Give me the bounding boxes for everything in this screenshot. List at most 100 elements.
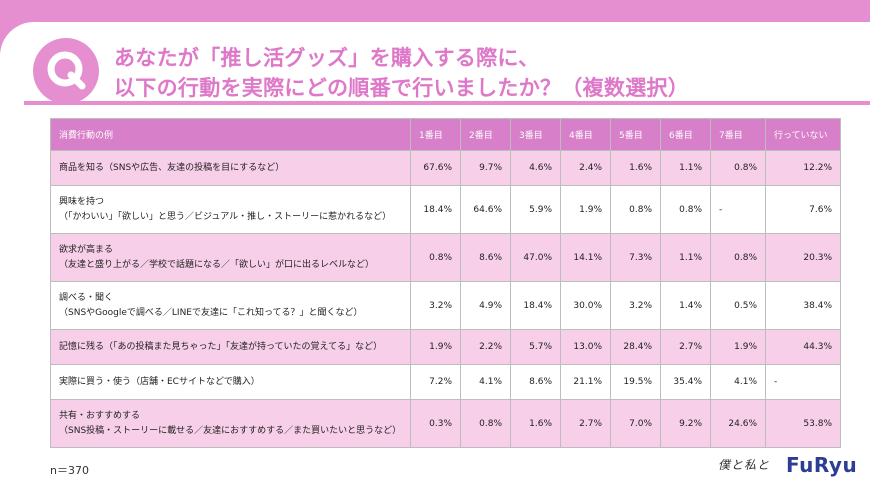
- column-header: 6番目: [660, 118, 711, 151]
- value-cell: 19.5%: [610, 364, 661, 400]
- value-cell: 0.8%: [610, 185, 661, 234]
- behavior-label: 興味を持つ: [59, 196, 105, 207]
- value-cell: 8.6%: [510, 364, 561, 400]
- value-cell: 1.1%: [660, 150, 711, 186]
- value-cell: 2.2%: [460, 329, 511, 365]
- behavior-label: 共有・おすすめする: [59, 410, 141, 421]
- column-header: 5番目: [610, 118, 661, 151]
- value-cell: 1.6%: [610, 150, 661, 186]
- behavior-cell: 調べる・聞く （SNSやGoogleで調べる／LINEで友達に「これ知ってる？」と…: [50, 281, 411, 330]
- value-cell: 0.8%: [410, 233, 461, 282]
- value-cell: 2.7%: [660, 329, 711, 365]
- table-row: 欲求が高まる （友達と盛り上がる／学校で話題になる／「欲しい」が口に出るレベルなど…: [50, 233, 841, 282]
- value-cell: 14.1%: [560, 233, 611, 282]
- table-row: 実際に買う・使う（店舗・ECサイトなどで購入） 7.2% 4.1% 8.6% 21.1%…: [50, 364, 841, 400]
- value-cell: 7.0%: [610, 399, 661, 448]
- value-cell: 0.3%: [410, 399, 461, 448]
- column-header: 消費行動の例: [50, 118, 411, 151]
- behavior-example: （「かわいい」「欲しい」と思う／ビジュアル・推し・ストーリーに惹かれるなど）: [59, 211, 392, 222]
- table-row: 興味を持つ （「かわいい」「欲しい」と思う／ビジュアル・推し・ストーリーに惹かれる…: [50, 185, 841, 234]
- value-cell: 3.2%: [610, 281, 661, 330]
- value-cell: 7.6%: [765, 185, 841, 234]
- value-cell: 28.4%: [610, 329, 661, 365]
- question-line-2: 以下の行動を実際にどの順番で行いましたか？（複数選択）: [114, 76, 690, 100]
- value-cell: 9.2%: [660, 399, 711, 448]
- value-cell: 12.2%: [765, 150, 841, 186]
- table-row: 商品を知る（SNSや広告、友達の投稿を目にするなど） 67.6% 9.7% 4.6% 2…: [50, 150, 841, 186]
- q-icon: [33, 38, 99, 104]
- title-divider: [24, 101, 870, 105]
- behavior-example: （SNS投稿・ストーリーに載せる／友達におすすめする／また買いたいと思うなど）: [59, 425, 402, 436]
- value-cell: 0.8%: [710, 233, 766, 282]
- question-title: あなたが「推し活グッズ」を購入する際に、 以下の行動を実際にどの順番で行いました…: [114, 43, 834, 103]
- column-header: 1番目: [410, 118, 461, 151]
- value-cell: 5.9%: [510, 185, 561, 234]
- value-cell: 2.7%: [560, 399, 611, 448]
- behavior-label: 商品を知る（SNSや広告、友達の投稿を目にするなど）: [59, 162, 285, 173]
- header-row: 消費行動の例 1番目 2番目 3番目 4番目 5番目 6番目 7番目 行っていない: [50, 118, 841, 151]
- value-cell: 1.6%: [510, 399, 561, 448]
- behavior-example: （友達と盛り上がる／学校で話題になる／「欲しい」が口に出るレベルなど）: [59, 259, 375, 270]
- brand-script-logo: 僕と私と: [718, 458, 771, 472]
- value-cell: 7.2%: [410, 364, 461, 400]
- value-cell: -: [765, 364, 841, 400]
- value-cell: 38.4%: [765, 281, 841, 330]
- behavior-cell: 商品を知る（SNSや広告、友達の投稿を目にするなど）: [50, 150, 411, 186]
- value-cell: 1.9%: [410, 329, 461, 365]
- table-row: 調べる・聞く （SNSやGoogleで調べる／LINEで友達に「これ知ってる？」と…: [50, 281, 841, 330]
- sample-size: n＝370: [50, 464, 89, 477]
- value-cell: 44.3%: [765, 329, 841, 365]
- value-cell: 9.7%: [460, 150, 511, 186]
- column-header: 3番目: [510, 118, 561, 151]
- value-cell: 0.5%: [710, 281, 766, 330]
- value-cell: 2.4%: [560, 150, 611, 186]
- value-cell: 18.4%: [410, 185, 461, 234]
- value-cell: -: [710, 185, 766, 234]
- value-cell: 35.4%: [660, 364, 711, 400]
- value-cell: 5.7%: [510, 329, 561, 365]
- value-cell: 1.1%: [660, 233, 711, 282]
- behavior-cell: 興味を持つ （「かわいい」「欲しい」と思う／ビジュアル・推し・ストーリーに惹かれる…: [50, 185, 411, 234]
- behavior-cell: 欲求が高まる （友達と盛り上がる／学校で話題になる／「欲しい」が口に出るレベルなど…: [50, 233, 411, 282]
- behavior-label: 欲求が高まる: [59, 244, 114, 255]
- value-cell: 53.8%: [765, 399, 841, 448]
- column-header: 7番目: [710, 118, 766, 151]
- value-cell: 30.0%: [560, 281, 611, 330]
- value-cell: 47.0%: [510, 233, 561, 282]
- behavior-label: 実際に買う・使う（店舗・ECサイトなどで購入）: [59, 376, 260, 387]
- value-cell: 4.6%: [510, 150, 561, 186]
- value-cell: 1.9%: [710, 329, 766, 365]
- value-cell: 7.3%: [610, 233, 661, 282]
- column-header: 2番目: [460, 118, 511, 151]
- results-table: 消費行動の例 1番目 2番目 3番目 4番目 5番目 6番目 7番目 行っていない 商品を知る（…: [50, 118, 841, 448]
- column-header: 行っていない: [765, 118, 841, 151]
- column-header: 4番目: [560, 118, 611, 151]
- value-cell: 0.8%: [460, 399, 511, 448]
- value-cell: 0.8%: [660, 185, 711, 234]
- behavior-example: （SNSやGoogleで調べる／LINEで友達に「これ知ってる？」と聞くなど）: [59, 307, 363, 318]
- value-cell: 4.1%: [710, 364, 766, 400]
- value-cell: 18.4%: [510, 281, 561, 330]
- table-row: 記憶に残る（「あの投稿また見ちゃった」「友達が持っていたの覚えてる」など） 1.9…: [50, 329, 841, 365]
- value-cell: 8.6%: [460, 233, 511, 282]
- furyu-logo: FuRyu: [786, 453, 858, 477]
- value-cell: 1.4%: [660, 281, 711, 330]
- behavior-label: 調べる・聞く: [59, 292, 114, 303]
- value-cell: 13.0%: [560, 329, 611, 365]
- value-cell: 64.6%: [460, 185, 511, 234]
- value-cell: 4.9%: [460, 281, 511, 330]
- value-cell: 20.3%: [765, 233, 841, 282]
- behavior-cell: 実際に買う・使う（店舗・ECサイトなどで購入）: [50, 364, 411, 400]
- table-row: 共有・おすすめする （SNS投稿・ストーリーに載せる／友達におすすめする／また買い…: [50, 399, 841, 448]
- value-cell: 24.6%: [710, 399, 766, 448]
- question-line-1: あなたが「推し活グッズ」を購入する際に、: [114, 46, 540, 70]
- value-cell: 21.1%: [560, 364, 611, 400]
- value-cell: 4.1%: [460, 364, 511, 400]
- value-cell: 1.9%: [560, 185, 611, 234]
- behavior-cell: 共有・おすすめする （SNS投稿・ストーリーに載せる／友達におすすめする／また買い…: [50, 399, 411, 448]
- value-cell: 3.2%: [410, 281, 461, 330]
- behavior-label: 記憶に残る（「あの投稿また見ちゃった」「友達が持っていたの覚えてる」など）: [59, 341, 383, 352]
- value-cell: 67.6%: [410, 150, 461, 186]
- behavior-cell: 記憶に残る（「あの投稿また見ちゃった」「友達が持っていたの覚えてる」など）: [50, 329, 411, 365]
- value-cell: 0.8%: [710, 150, 766, 186]
